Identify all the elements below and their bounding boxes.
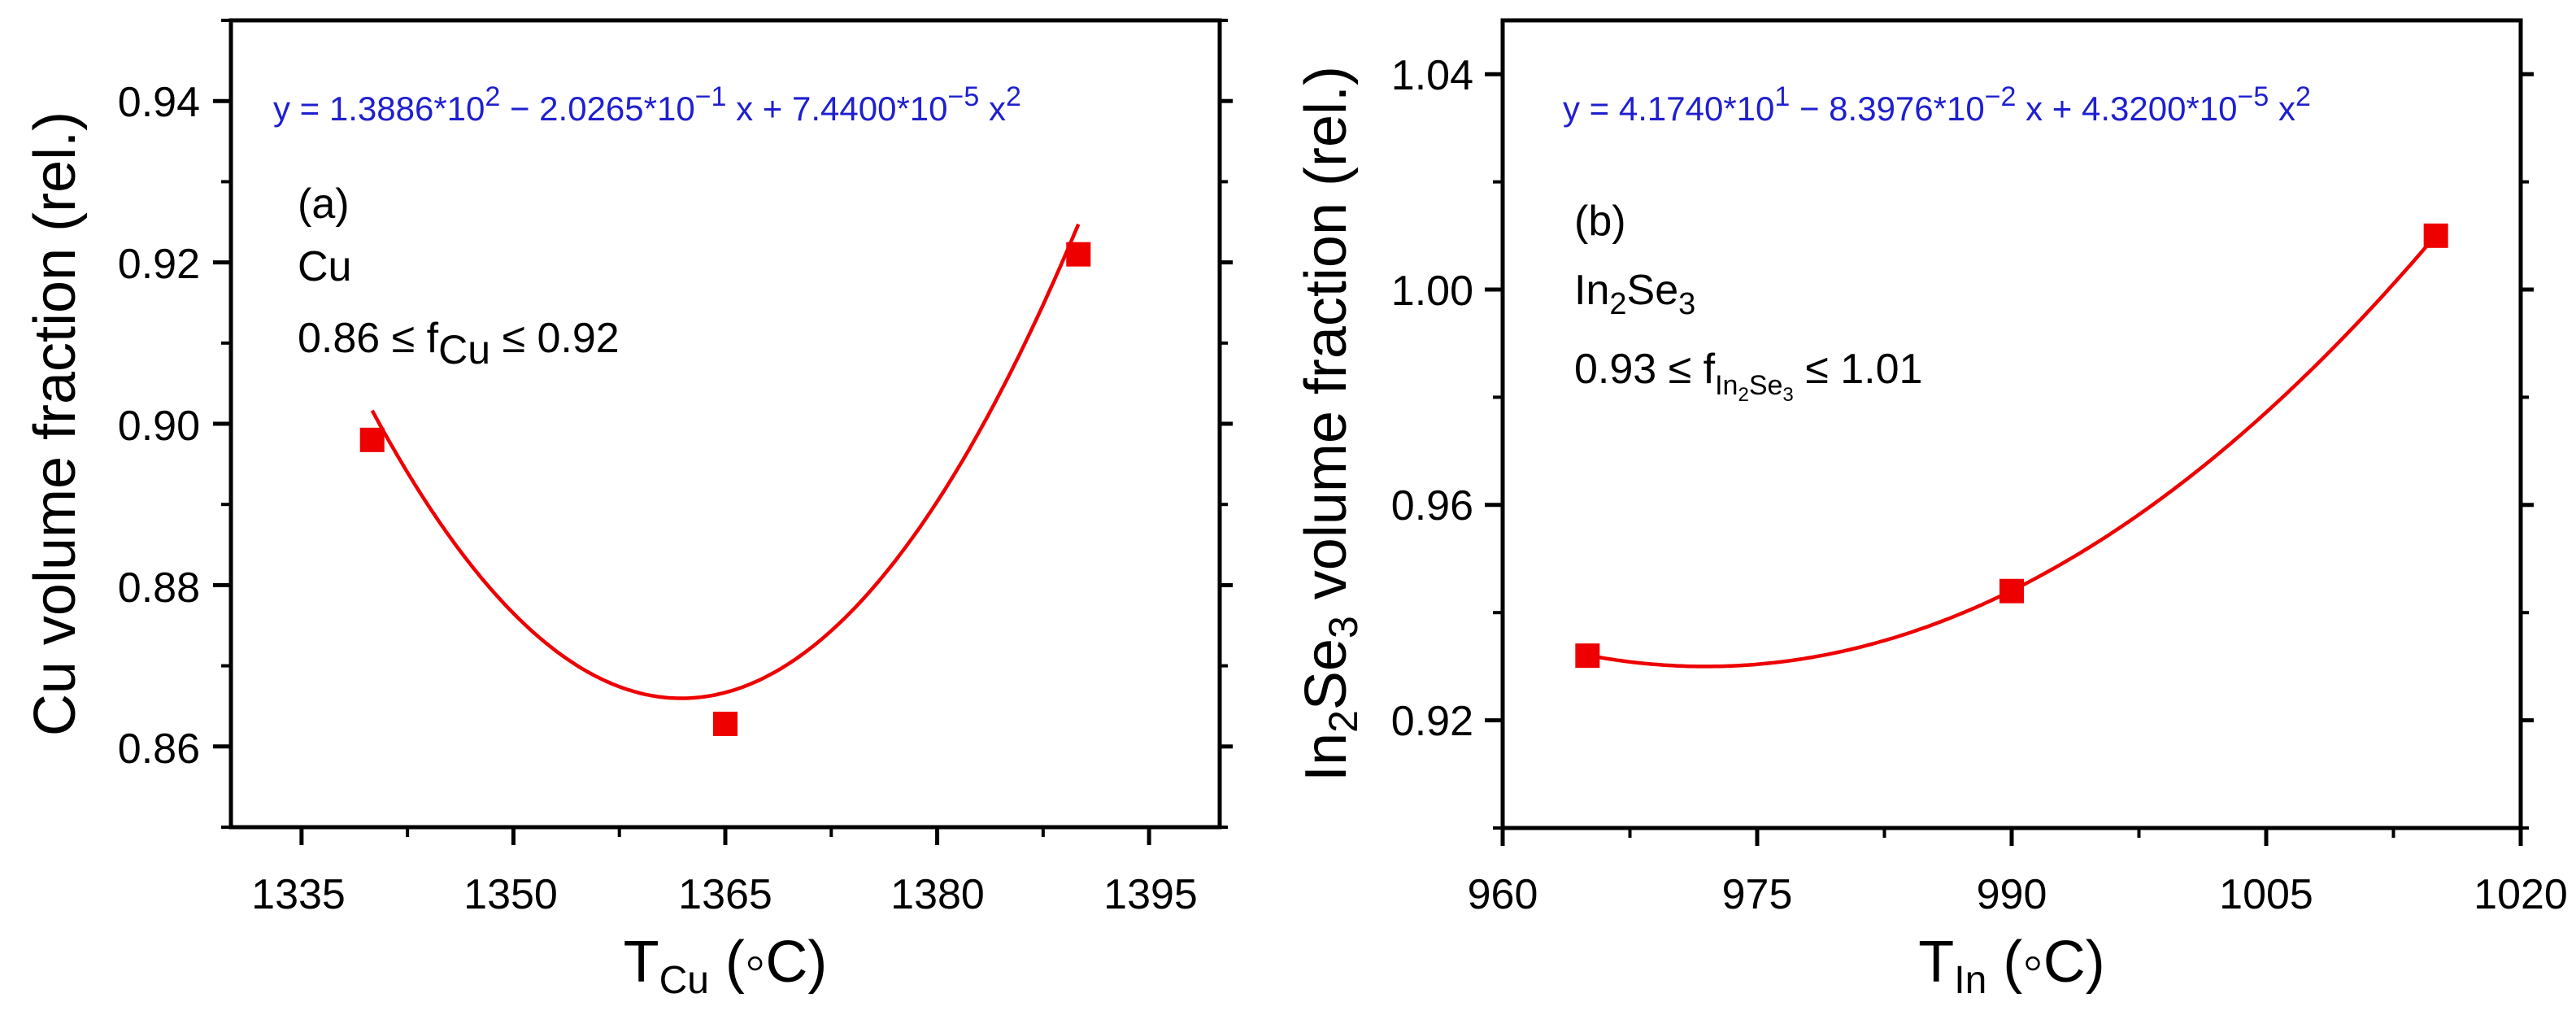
x-tick-label: 1365: [678, 871, 772, 918]
x-tick-label: 975: [1722, 871, 1793, 918]
fit-curve: [370, 223, 1081, 700]
y-tick-label: 0.88: [118, 564, 200, 612]
x-tick-label: 990: [1977, 871, 2047, 918]
data-point: [713, 712, 738, 737]
x-tick-label: 1350: [463, 871, 558, 918]
y-tick-label: 0.94: [118, 79, 200, 126]
x-tick-label: 1005: [2219, 871, 2313, 918]
data-point: [1066, 242, 1091, 267]
data-point: [2423, 223, 2448, 248]
y-tick-label: 0.96: [1391, 482, 1473, 529]
data-point: [1999, 578, 2024, 604]
major-ticks: [213, 98, 1233, 845]
data-point: [1575, 643, 1600, 669]
fit-equation: y = 1.3886*102 − 2.0265*10−1 x + 7.4400*…: [273, 81, 1021, 128]
x-tick-label: 1020: [2474, 871, 2568, 918]
x-axis-title: TIn (◦C): [1918, 930, 2105, 1002]
y-axis-title: Cu volume fraction (rel.): [23, 111, 88, 736]
y-tick-label: 0.86: [118, 726, 200, 773]
y-tick-label: 0.90: [118, 403, 200, 450]
x-tick-label: 1395: [1103, 871, 1198, 918]
y-tick-label: 1.04: [1391, 52, 1473, 99]
y-tick-label: 1.00: [1391, 268, 1473, 315]
x-tick-label: 1335: [251, 871, 346, 918]
data-points: [359, 242, 1091, 737]
y-tick-label: 0.92: [118, 241, 200, 288]
x-axis-title: TCu (◦C): [624, 930, 828, 1002]
y-tick-labels: 0.92 0.96 1.00 1.04: [1391, 52, 1473, 745]
panel-label: (b): [1574, 198, 1626, 245]
plot-frame: [228, 18, 1222, 830]
x-tick-labels: 960 975 990 1005 1020: [1468, 871, 2568, 918]
x-tick-label: 960: [1468, 871, 1538, 918]
major-ticks: [1485, 72, 2534, 846]
x-tick-label: 1380: [890, 871, 985, 918]
y-tick-label: 0.92: [1391, 698, 1473, 745]
data-point: [359, 427, 385, 452]
y-tick-labels: 0.86 0.88 0.90 0.92 0.94: [118, 79, 200, 773]
y-axis-title: In2Se3 volume fraction (rel.): [1294, 66, 1366, 782]
data-points: [1575, 223, 2448, 669]
chart-panel-a: 1335 1350 1365 1380 1395 0.86 0.88 0.90 …: [23, 18, 1233, 1002]
material-label: In2Se3: [1574, 267, 1695, 321]
x-tick-labels: 1335 1350 1365 1380 1395: [251, 871, 1198, 918]
chart-panel-b: 960 975 990 1005 1020 0.92 0.96 1.00 1.0…: [1294, 18, 2568, 1002]
range-annotation: 0.93 ≤ fIn2Se3 ≤ 1.01: [1574, 346, 1922, 406]
fit-equation: y = 4.1740*101 − 8.3976*10−2 x + 4.3200*…: [1563, 81, 2311, 128]
range-annotation: 0.86 ≤ fCu ≤ 0.92: [298, 315, 620, 373]
material-label: Cu: [298, 243, 351, 290]
plot-frame: [1500, 18, 2523, 830]
panel-label: (a): [298, 181, 350, 228]
